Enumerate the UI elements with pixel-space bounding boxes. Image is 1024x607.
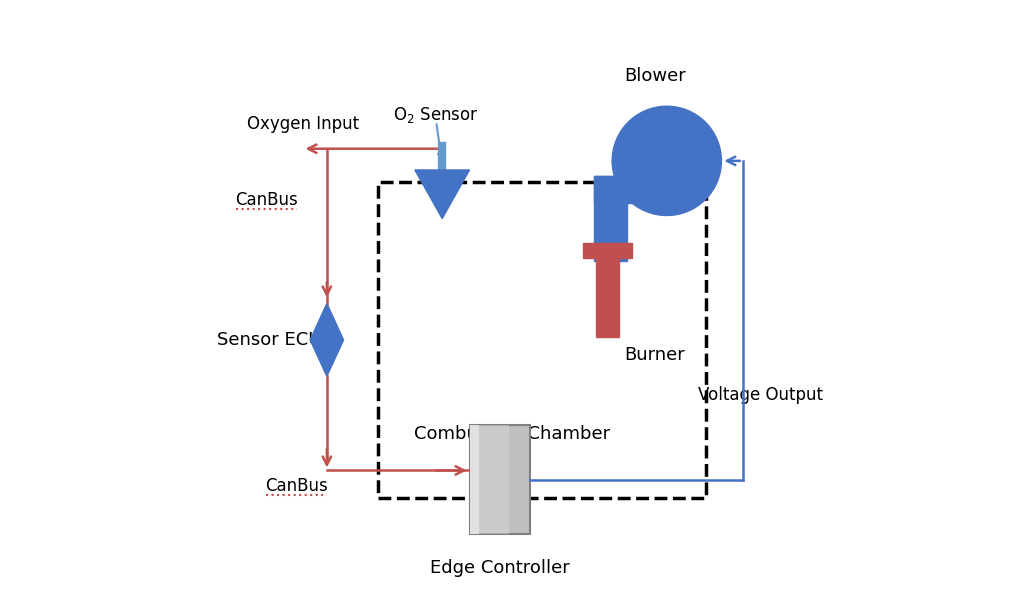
Text: Blower: Blower	[624, 67, 685, 85]
Bar	[584, 243, 632, 258]
Text: Burner: Burner	[625, 346, 685, 364]
Text: Voltage Output: Voltage Output	[698, 385, 823, 404]
Polygon shape	[310, 304, 344, 376]
Text: CanBus: CanBus	[234, 191, 298, 209]
Bar	[478, 425, 509, 534]
Text: Sensor ECU: Sensor ECU	[217, 331, 322, 349]
Bar	[594, 176, 642, 203]
Polygon shape	[415, 170, 470, 219]
Circle shape	[612, 106, 722, 215]
Text: O$_2$ Sensor: O$_2$ Sensor	[393, 106, 479, 125]
Bar	[379, 182, 707, 498]
Text: Oxygen Input: Oxygen Input	[247, 115, 358, 134]
Bar	[594, 176, 628, 261]
Text: Combustion Chamber: Combustion Chamber	[414, 425, 610, 443]
Text: CanBus: CanBus	[265, 476, 328, 495]
Bar	[470, 425, 530, 534]
Text: Edge Controller: Edge Controller	[430, 558, 569, 577]
Bar	[470, 425, 478, 534]
Bar	[596, 258, 620, 337]
